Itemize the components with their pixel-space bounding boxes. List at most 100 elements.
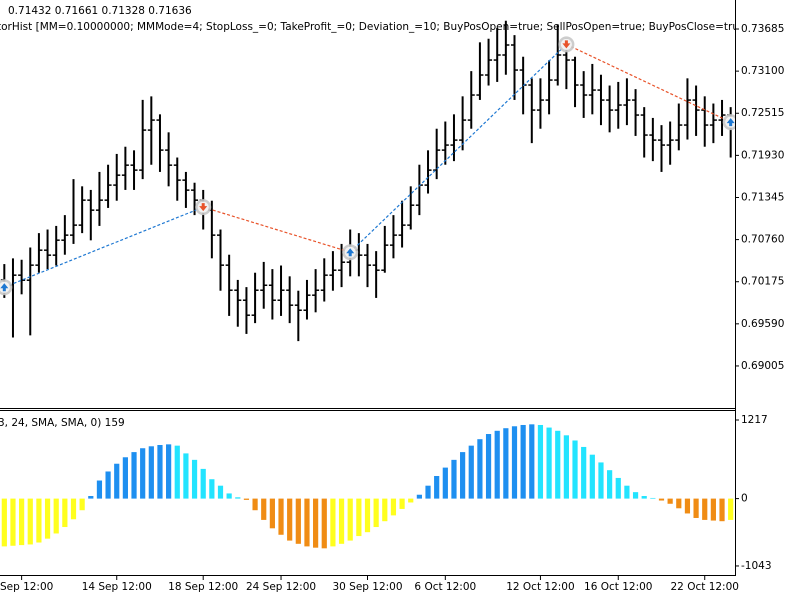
histogram-bar [62, 498, 68, 528]
histogram-bar [235, 497, 241, 499]
histogram-bar [70, 498, 77, 520]
histogram-bar [693, 498, 699, 518]
y-tick-label: 0.73685 [741, 23, 784, 35]
histogram-bar [390, 498, 397, 516]
histogram-bar [278, 498, 284, 535]
histogram-bar [416, 494, 422, 499]
histogram-bar [269, 498, 275, 529]
histogram-bar [399, 498, 405, 509]
histogram-bar [563, 435, 569, 499]
x-tick-label: 6 Oct 12:00 [414, 581, 476, 593]
price-pane [0, 20, 735, 342]
x-tick-label: 30 Sep 12:00 [332, 581, 402, 593]
y-tick-label: -1043 [741, 560, 772, 572]
signal-arrow [0, 283, 9, 292]
histogram-bar [347, 498, 353, 541]
histogram-bar [148, 446, 154, 499]
histogram-bar [537, 424, 544, 499]
histogram-bar [191, 459, 198, 499]
histogram-bar [304, 498, 310, 547]
histogram-bar [200, 468, 206, 499]
histogram-bar [624, 485, 630, 499]
histogram-bar [425, 485, 431, 499]
histogram-bar [321, 498, 327, 549]
y-tick-label: 0.69590 [741, 318, 784, 330]
x-tick-label: 22 Oct 12:00 [671, 581, 739, 593]
histogram-bar [226, 493, 232, 499]
histogram-bar [79, 498, 85, 511]
histogram-bar [183, 453, 189, 499]
histogram-bar [710, 498, 716, 521]
histogram-bar [477, 439, 483, 499]
histogram-bar [36, 498, 42, 543]
histogram-bar [607, 470, 613, 499]
signal-arrow [562, 40, 571, 49]
histogram-bar [287, 498, 293, 541]
histogram-bar [485, 434, 492, 499]
y-tick-label: 0 [741, 493, 748, 505]
histogram-bar [105, 471, 111, 499]
signal-arrow [726, 118, 735, 127]
histogram-bar [572, 440, 578, 499]
histogram-bar [451, 459, 457, 499]
x-tick-label: 8 Sep 12:00 [0, 581, 53, 593]
histogram-bar [529, 424, 535, 499]
histogram-bar [174, 445, 180, 499]
y-tick-label: 0.70175 [741, 276, 784, 288]
histogram-bar [684, 498, 691, 514]
histogram-bar [243, 498, 250, 500]
axes: 0.69005 0.69590 0.70175 0.70760 0.71345 0.719… [0, 23, 784, 593]
y-tick-label: 0.71345 [741, 191, 784, 203]
y-tick-label: 0.73100 [741, 65, 784, 77]
histogram-bar [166, 444, 172, 499]
histogram-bar [88, 496, 94, 499]
y-tick-label: 0.69005 [741, 360, 784, 372]
signal-arrow [199, 203, 208, 212]
histogram-bar [408, 498, 414, 503]
title-clip: torHist [MM=0.10000000; MMMode=4; StopLo… [0, 21, 800, 33]
histogram-bar [546, 427, 552, 499]
histogram-bar [434, 476, 440, 499]
histogram-bar [503, 428, 509, 499]
histogram-bar [295, 498, 301, 544]
y-tick-label: 0.71930 [741, 149, 784, 161]
histogram-bar [122, 457, 128, 499]
y-tick-label: 1217 [741, 414, 768, 426]
indicator-title: 3, 24, SMA, SMA, 0) 159 [0, 417, 125, 429]
histogram-bar [382, 498, 388, 522]
x-tick-label: 16 Oct 12:00 [584, 581, 652, 593]
histogram-bar [460, 452, 466, 499]
histogram-bar [719, 498, 725, 522]
trade-line [203, 206, 351, 253]
histogram-bar [632, 492, 639, 499]
histogram-bar [468, 445, 474, 499]
trade-line [566, 43, 731, 123]
trade-line [4, 206, 204, 288]
histogram-bar [511, 426, 518, 499]
histogram-bar [520, 424, 526, 499]
histogram-bar [494, 430, 500, 499]
histogram-bar [555, 430, 561, 499]
chart-title: torHist [MM=0.10000000; MMMode=4; StopLo… [0, 21, 800, 33]
histogram-bar [650, 497, 656, 499]
histogram-bar [261, 498, 267, 520]
y-tick-label: 0.72515 [741, 107, 784, 119]
histogram-bar [27, 498, 33, 545]
histogram-bar [313, 498, 319, 548]
histogram-bar [676, 498, 682, 509]
histogram-bar [252, 498, 258, 511]
histogram-bar [157, 445, 163, 499]
histogram-bar [140, 448, 146, 499]
histogram-bar [658, 498, 665, 501]
y-tick-label: 0.70760 [741, 234, 784, 246]
histogram-bar [44, 498, 51, 539]
histogram-bar [131, 452, 137, 499]
histogram-bar [19, 498, 25, 546]
x-tick-label: 18 Sep 12:00 [168, 581, 238, 593]
histogram-bar [641, 496, 647, 499]
histogram-bar [442, 467, 448, 499]
histogram-bar [338, 498, 345, 544]
histogram-bar [589, 454, 595, 499]
